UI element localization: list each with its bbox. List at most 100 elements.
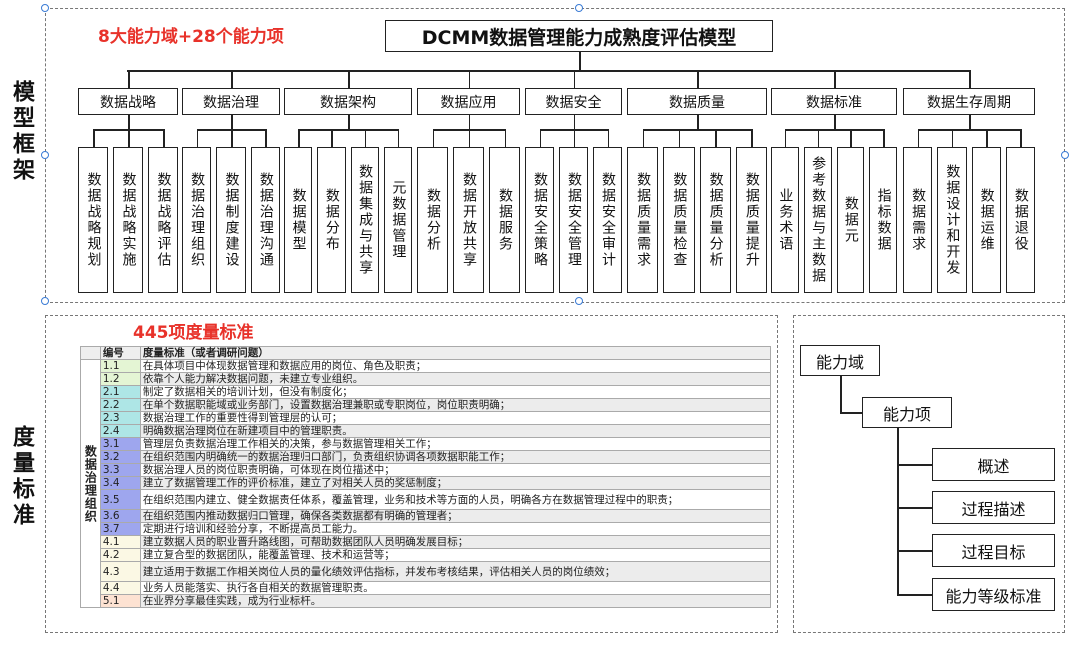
table-row: 3.3 数据治理人员的岗位职责明确，可体现在岗位描述中；	[81, 463, 772, 477]
measure-table: 编号 度量标准（或者调研问题） 数据治理组织 1.1 在具体项目中体现数据管理和数据应…	[80, 346, 772, 608]
capability-item-box: 数据质量提升	[735, 147, 767, 293]
connector	[840, 376, 842, 413]
table-row: 4.4 业务人员能落实、执行各自相关的数据管理职责。	[81, 581, 772, 595]
connector	[128, 115, 130, 129]
side-label-model: 模型框架	[9, 80, 34, 184]
capability-caption: 8大能力域+28个能力项	[98, 27, 284, 47]
connector	[93, 129, 95, 147]
row-id: 2.2	[99, 398, 141, 412]
table-row: 2.1 制定了数据相关的培训计划，但没有制度化；	[81, 385, 772, 399]
row-standard: 建立适用于数据工作相关岗位人员的量化绩效评估指标，并发布考核结果，评估相关人员的…	[139, 561, 772, 582]
connector	[432, 129, 434, 147]
capability-item-box: 数据安全策略	[525, 147, 554, 293]
capability-item-box: 数据制度建设	[216, 147, 246, 293]
row-standard: 在具体项目中体现数据管理和数据应用的岗位、角色及职责；	[139, 359, 772, 373]
row-id: 2.1	[99, 385, 141, 399]
connector	[331, 129, 333, 147]
connector	[573, 115, 575, 129]
capability-item-box: 数据质量检查	[663, 147, 695, 293]
connector	[196, 129, 199, 147]
connector	[348, 70, 350, 88]
table-row: 数据治理组织 1.1 在具体项目中体现数据管理和数据应用的岗位、角色及职责；	[80, 359, 772, 608]
connector	[539, 129, 541, 147]
side-label-measure: 度量标准	[9, 425, 34, 529]
connector	[917, 129, 1021, 131]
capability-item-box: 数据治理沟通	[250, 147, 280, 293]
capability-item-box: 数据战略评估	[148, 147, 178, 293]
capability-item-box: 业务术语	[771, 147, 799, 293]
connector	[969, 70, 971, 88]
child-node: 过程描述	[932, 491, 1055, 524]
connector	[348, 115, 350, 129]
table-row: 5.1 在业界分享最佳实践，成为行业标杆。	[81, 594, 772, 608]
table-row: 3.1 管理层负责数据治理工作相关的决策，参与数据管理相关工作；	[81, 437, 772, 451]
row-standard: 建立复合型的数据团队，能覆盖管理、技术和运营等；	[139, 548, 772, 562]
row-standard: 明确数据治理岗位在新建项目中的管理职责。	[139, 424, 772, 438]
connector	[897, 550, 932, 552]
connector	[784, 129, 787, 147]
domain-box: 数据标准	[771, 88, 897, 115]
connector	[642, 129, 752, 131]
connector	[834, 70, 836, 88]
row-id: 2.4	[99, 424, 141, 438]
capability-item-box: 数据质量需求	[627, 147, 659, 293]
capability-item-box: 数据集成与共享	[350, 147, 379, 293]
row-standard: 在业界分享最佳实践，成为行业标杆。	[139, 594, 772, 608]
table-row: 4.3 建立适用于数据工作相关岗位人员的量化绩效评估指标，并发布考核结果，评估相关…	[81, 561, 772, 582]
selection-handle	[575, 4, 583, 12]
connector	[397, 129, 400, 147]
connector	[163, 129, 165, 147]
domain-box: 数据生存周期	[903, 88, 1035, 115]
row-id: 3.6	[99, 509, 141, 523]
connector	[128, 70, 130, 88]
selection-handle	[41, 297, 49, 305]
table-row: 3.6 在组织范围内推动数据归口管理，确保各类数据都有明确的管理者；	[81, 509, 772, 523]
row-id: 4.4	[99, 581, 141, 595]
connector	[784, 129, 884, 131]
row-standard: 制定了数据相关的培训计划，但没有制度化；	[139, 385, 772, 399]
table-row: 2.4 明确数据治理岗位在新建项目中的管理职责。	[81, 424, 772, 438]
row-standard: 数据治理人员的岗位职责明确，可体现在岗位描述中；	[139, 463, 772, 477]
connector	[897, 428, 899, 595]
measure-caption: 445项度量标准	[133, 323, 254, 343]
domain-box: 数据质量	[627, 88, 767, 115]
connector	[897, 507, 932, 509]
capability-item-box: 数据安全审计	[593, 147, 622, 293]
connector	[128, 129, 130, 147]
child-node: 过程目标	[932, 534, 1055, 567]
measure-frame	[45, 315, 778, 633]
row-id: 3.1	[99, 437, 141, 451]
table-row: 3.4 建立了数据管理工作的评价标准，建立了对相关人员的奖惩制度；	[81, 476, 772, 490]
group-cell: 数据治理组织	[80, 359, 101, 608]
capability-item-box: 数据运维	[971, 147, 1001, 293]
table-row: 3.5 在组织范围内建立、健全数据责任体系，覆盖管理，业务和技术等方面的人员，明确…	[81, 489, 772, 510]
row-id: 3.7	[99, 522, 141, 536]
row-standard: 建立了数据管理工作的评价标准，建立了对相关人员的奖惩制度；	[139, 476, 772, 490]
connector	[231, 129, 233, 147]
child-node: 能力等级标准	[932, 578, 1055, 611]
item-node: 能力项	[862, 397, 952, 428]
connector	[127, 70, 969, 72]
connector	[231, 115, 233, 129]
domain-box: 数据安全	[525, 88, 622, 115]
row-standard: 在组织范围内明确统一的数据治理归口部门，负责组织协调各项数据职能工作；	[139, 450, 772, 464]
connector	[751, 129, 753, 147]
capability-item-box: 数据退役	[1005, 147, 1035, 293]
capability-item-box: 数据设计和开发	[937, 147, 967, 293]
capability-item-box: 数据战略实施	[113, 147, 143, 293]
capability-item-box: 数据战略规划	[78, 147, 108, 293]
connector	[697, 115, 699, 129]
capability-item-box: 指标数据	[869, 147, 897, 293]
header-id: 编号	[99, 346, 141, 360]
domain-box: 数据架构	[284, 88, 412, 115]
row-standard: 在组织范围内推动数据归口管理，确保各类数据都有明确的管理者；	[139, 509, 772, 523]
selection-handle	[575, 297, 583, 305]
capability-item-box: 数据元	[836, 147, 865, 293]
domain-box: 数据战略	[78, 88, 178, 115]
connector	[850, 129, 852, 147]
row-id: 1.1	[99, 359, 141, 373]
row-id: 3.4	[99, 476, 141, 490]
capability-item-box: 数据安全管理	[559, 147, 588, 293]
connector	[364, 129, 367, 147]
capability-item-box: 数据治理组织	[182, 147, 212, 293]
